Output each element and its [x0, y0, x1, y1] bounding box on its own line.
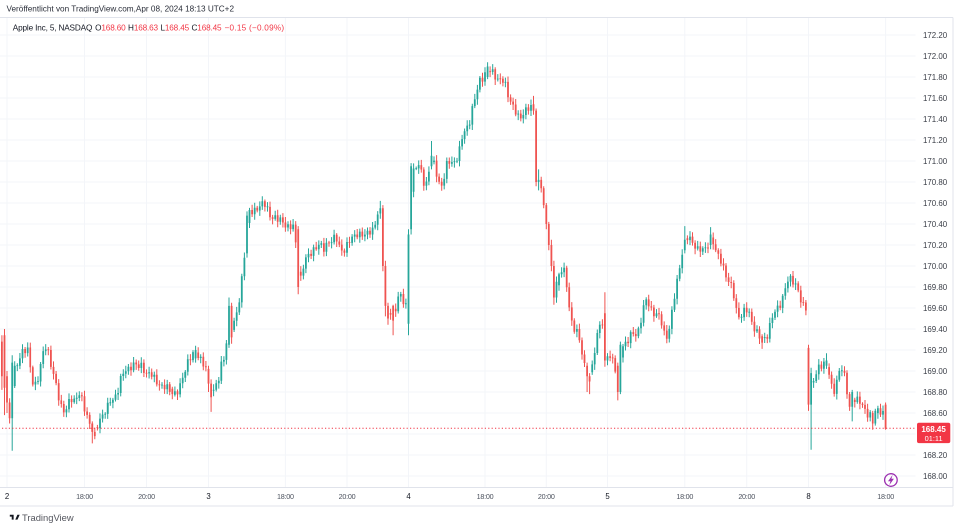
svg-text:01:11: 01:11	[925, 434, 943, 443]
svg-text:168.80: 168.80	[923, 388, 948, 397]
svg-text:5: 5	[605, 492, 610, 501]
svg-text:170.40: 170.40	[923, 220, 948, 229]
svg-text:18:00: 18:00	[277, 492, 294, 501]
svg-text:Veröffentlicht von TradingView: Veröffentlicht von TradingView.com,Apr 0…	[7, 4, 235, 13]
svg-text:2: 2	[5, 492, 9, 501]
svg-text:20:00: 20:00	[138, 492, 155, 501]
svg-text:169.00: 169.00	[923, 367, 948, 376]
svg-text:172.20: 172.20	[923, 31, 948, 40]
svg-text:172.00: 172.00	[923, 52, 948, 61]
svg-text:168.60: 168.60	[923, 409, 948, 418]
svg-text:170.00: 170.00	[923, 262, 948, 271]
svg-text:168.00: 168.00	[923, 472, 948, 481]
svg-text:169.80: 169.80	[923, 283, 948, 292]
svg-text:169.20: 169.20	[923, 346, 948, 355]
svg-text:8: 8	[806, 492, 810, 501]
svg-text:3: 3	[206, 492, 210, 501]
svg-text:18:00: 18:00	[477, 492, 494, 501]
svg-text:168.20: 168.20	[923, 451, 948, 460]
svg-text:171.40: 171.40	[923, 115, 948, 124]
svg-text:20:00: 20:00	[738, 492, 755, 501]
svg-text:169.40: 169.40	[923, 325, 948, 334]
svg-text:18:00: 18:00	[676, 492, 693, 501]
svg-text:168.45: 168.45	[921, 425, 946, 434]
svg-text:4: 4	[406, 492, 411, 501]
svg-text:171.80: 171.80	[923, 73, 948, 82]
svg-text:171.60: 171.60	[923, 94, 948, 103]
svg-text:20:00: 20:00	[538, 492, 555, 501]
svg-text:TradingView: TradingView	[22, 512, 74, 523]
svg-text:169.60: 169.60	[923, 304, 948, 313]
svg-text:170.80: 170.80	[923, 178, 948, 187]
svg-text:171.00: 171.00	[923, 157, 948, 166]
svg-text:20:00: 20:00	[339, 492, 356, 501]
svg-text:170.60: 170.60	[923, 199, 948, 208]
svg-text:18:00: 18:00	[877, 492, 894, 501]
svg-text:170.20: 170.20	[923, 241, 948, 250]
svg-text:171.20: 171.20	[923, 136, 948, 145]
svg-text:18:00: 18:00	[76, 492, 93, 501]
